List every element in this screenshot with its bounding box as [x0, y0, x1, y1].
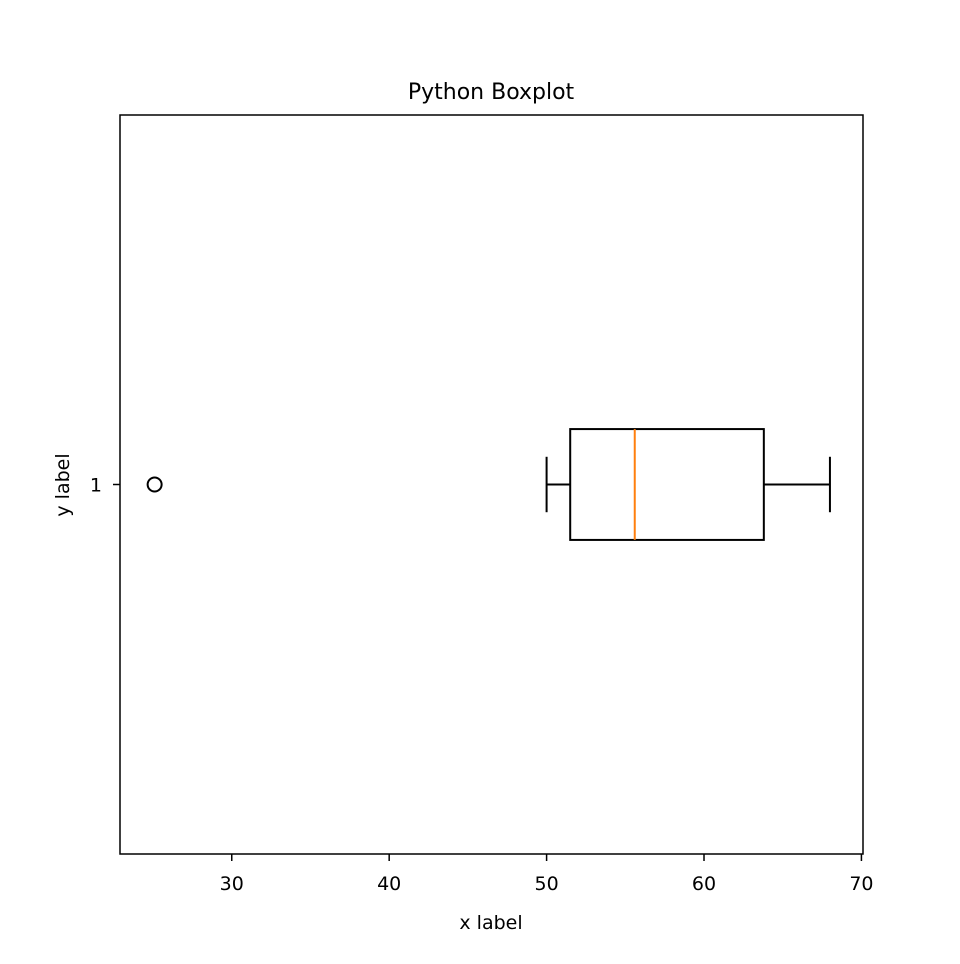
y-axis-label: y label [52, 453, 74, 516]
plot-area: 30 40 50 60 70 1 [90, 428, 874, 895]
x-tick-label: 60 [692, 873, 716, 895]
x-tick-label: 40 [377, 873, 401, 895]
interquartile-box [569, 428, 765, 541]
axes-frame [119, 114, 864, 855]
x-tick-label: 70 [849, 873, 873, 895]
x-axis-label: x label [459, 912, 522, 934]
x-tick-label: 30 [220, 873, 244, 895]
outlier-point [146, 476, 163, 493]
x-tick-label: 50 [535, 873, 559, 895]
chart-title: Python Boxplot [408, 80, 575, 105]
y-tick-label: 1 [90, 475, 102, 497]
